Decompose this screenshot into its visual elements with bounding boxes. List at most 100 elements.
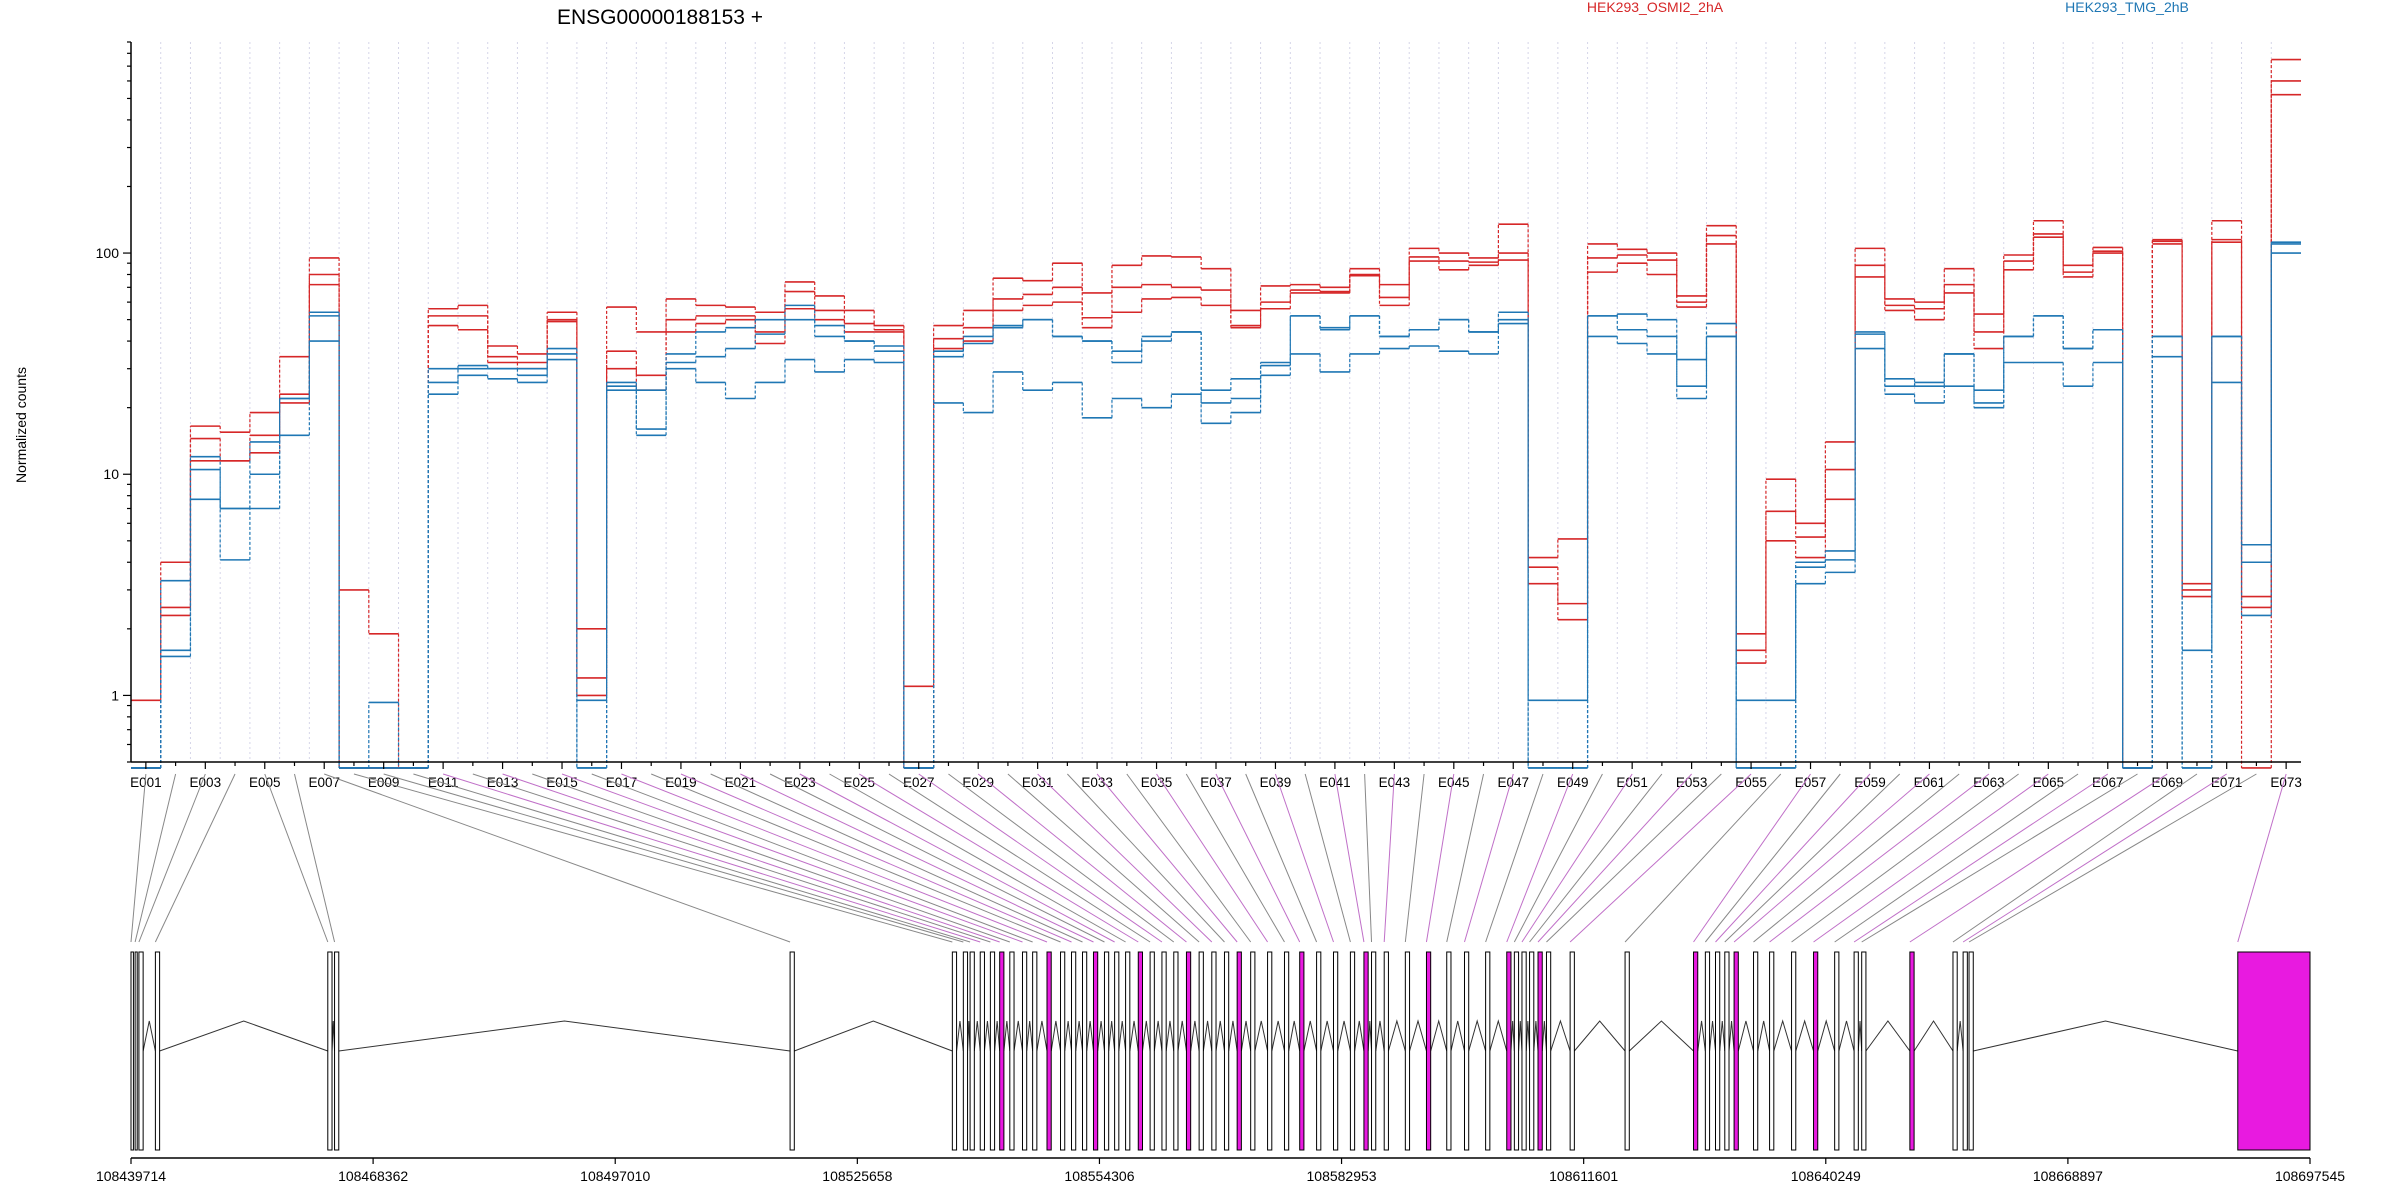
intron-line [1525,1020,1531,1052]
intron-line [1573,1020,1626,1052]
genome-axis: 108439714 108468362 108497010 108525658 1085… [96,1157,2345,1184]
exon-box [1791,951,1797,1151]
exon-box [1537,951,1543,1151]
exon-box [1283,951,1290,1151]
intron-line [1026,1020,1034,1052]
exon-tick-label: E041 [1319,775,1351,790]
exon-connector [1007,773,1200,943]
intron-line [1108,1020,1116,1052]
exon-connector [383,773,964,943]
exon-connector [1724,773,1901,943]
exon-connector [1834,773,2079,943]
intron-line [1795,1019,1815,1052]
intron-line [1628,1020,1694,1052]
exon-connector [294,773,336,943]
y-tick-label: 100 [96,245,120,261]
intron-line [1142,1020,1151,1052]
exon-box [138,951,144,1151]
exon-connector [1485,773,1544,943]
intron-line [1118,1020,1127,1052]
exon-connector [1791,773,2019,943]
exon-connector [1769,773,1990,943]
exon-box [1137,951,1143,1151]
intron-line [1773,1019,1793,1052]
intron-line [1817,1019,1836,1052]
exon-tick-label: E043 [1379,775,1411,790]
exon-box [1704,951,1711,1151]
exon-connector [138,773,206,943]
exon-tick-label: E025 [844,775,876,790]
exon-box [1363,951,1369,1151]
intron-line [1489,1019,1508,1052]
exon-box [1693,951,1699,1151]
exon-tick-label: E055 [1735,775,1767,790]
exon-connector [1962,773,2227,943]
series-3 [131,93,2301,769]
exon-box [1861,951,1867,1151]
exon-box [1909,951,1915,1151]
intron-line [1375,1020,1385,1052]
exon-box [1009,951,1015,1151]
exon-tick-label: E021 [725,775,757,790]
exon-connector [1521,773,1633,943]
intron-line [956,1020,964,1052]
intron-line [142,1020,156,1052]
exon-connector [502,773,1000,943]
exon-connector [591,773,1033,943]
exon-box [1125,951,1131,1151]
exon-connector [1446,773,1485,943]
exon-box [1853,951,1859,1151]
intron-line [1709,1020,1716,1052]
exon-tick-label: E045 [1438,775,1470,790]
exon-tick-label: E063 [1973,775,2005,790]
exon-tick-label: E019 [665,775,697,790]
exon-connector-lines [130,773,2287,943]
exon-box [1753,951,1759,1151]
intron-line [1387,1019,1406,1052]
exon-box [1521,951,1527,1151]
exon-box [1021,951,1028,1151]
intron-line [1240,1020,1252,1052]
exon-box [1092,951,1099,1151]
exon-connector [1506,773,1574,943]
exon-box [1404,951,1411,1151]
series-lines [131,58,2301,769]
exon-box [1724,951,1730,1151]
exon-box [1250,951,1256,1151]
exon-box [789,951,795,1151]
exon-connector [1156,773,1268,943]
exon-box [979,951,985,1151]
exon-connector [948,773,1175,943]
intron-line [1913,1020,1954,1052]
exon-connector [561,773,1023,943]
exon-connector [353,773,953,943]
exon-connector [1215,773,1301,943]
intron-line [1337,1020,1351,1052]
exon-box [962,951,969,1151]
exon-box [1425,951,1432,1151]
exon-connector [1753,773,1960,943]
series-6 [131,252,2301,769]
legend-entry-osmi2: HEK293_OSMI2_2hA [1587,0,1724,15]
intron-line [1075,1020,1083,1052]
exon-connector [1067,773,1225,943]
exon-box [1371,951,1377,1151]
series-2 [131,80,2301,769]
exon-tick-label: E003 [190,775,222,790]
exon-connector [2237,773,2287,943]
intron-line [1254,1020,1269,1052]
intron-line [1728,1020,1735,1052]
exon-connector [442,773,981,943]
genome-tick-label: 108697545 [2275,1168,2345,1184]
exon-box [1529,951,1535,1151]
exon-connector [829,773,1126,943]
series-4 [131,241,2301,769]
intron-line [1202,1020,1213,1052]
exon-connector [1952,773,2198,943]
exon-box [999,951,1005,1151]
exon-tick-label: E053 [1676,775,1708,790]
exon-tick-label: E047 [1497,775,1529,790]
exon-gridlines [160,42,2272,762]
exon-box [1081,951,1088,1151]
intron-line [1050,1020,1062,1052]
